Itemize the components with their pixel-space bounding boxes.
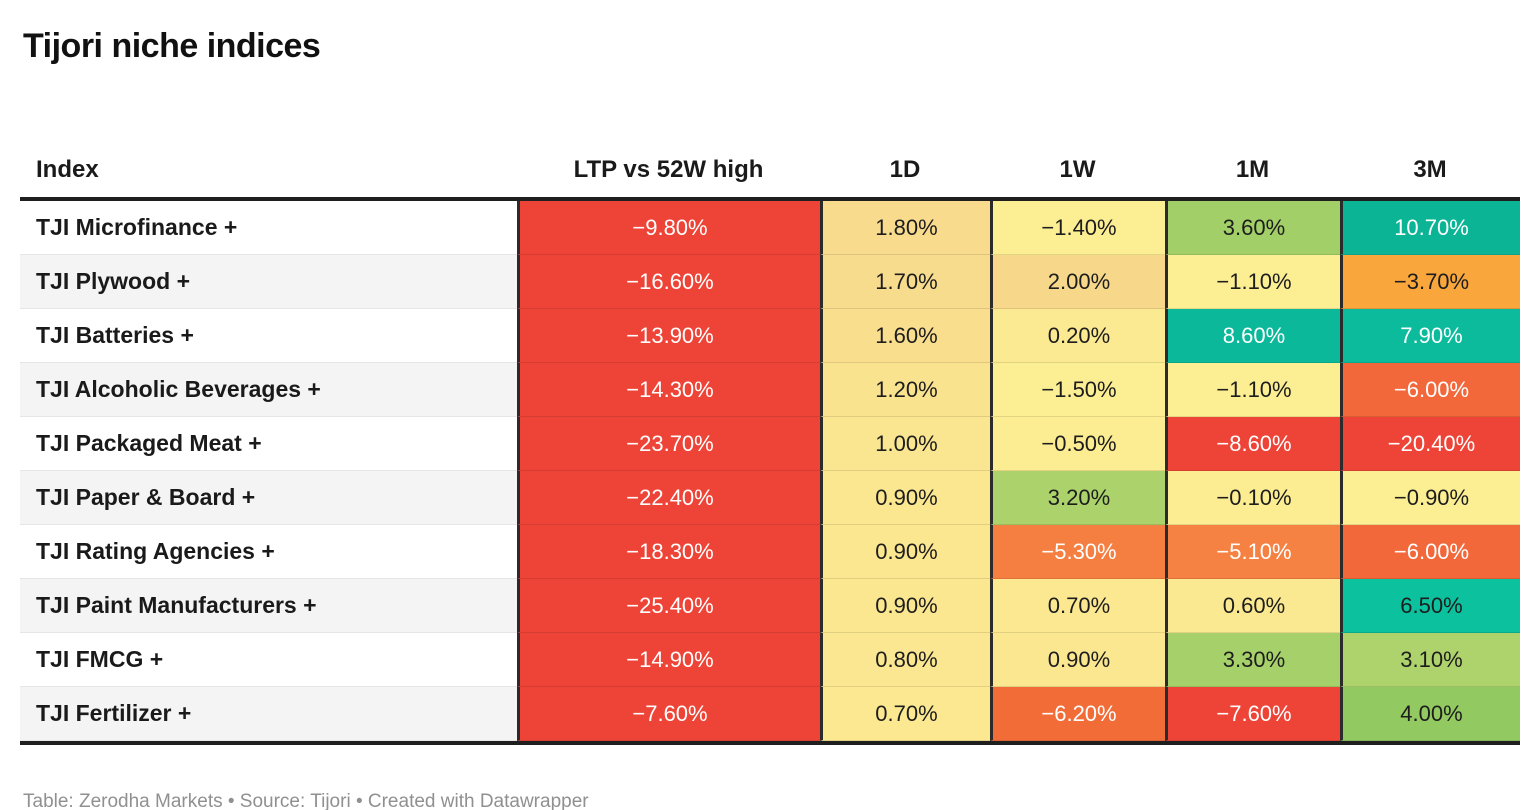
heatmap-cell: 0.70%: [990, 579, 1165, 633]
heatmap-cell: 0.90%: [820, 579, 990, 633]
heatmap-cell: −0.50%: [990, 417, 1165, 471]
column-header-3m: 3M: [1413, 155, 1447, 183]
heatmap-cell: 6.50%: [1340, 579, 1520, 633]
table-row: TJI Alcoholic Beverages + −14.30% 1.20% −1.…: [20, 363, 1520, 417]
heatmap-cell: −23.70%: [517, 417, 820, 471]
heatmap-cell: 1.20%: [820, 363, 990, 417]
table-row: TJI Plywood + −16.60% 1.70% 2.00% −1.10% −3.7…: [20, 255, 1520, 309]
table-row: TJI Paint Manufacturers + −25.40% 0.90% 0.7…: [20, 579, 1520, 633]
table-row: TJI Microfinance + −9.80% 1.80% −1.40% 3.60%…: [20, 201, 1520, 255]
heatmap-cell: −0.90%: [1340, 471, 1520, 525]
row-index-label[interactable]: TJI Batteries +: [20, 309, 517, 363]
heatmap-cell: −9.80%: [517, 201, 820, 255]
column-header-1w: 1W: [1059, 155, 1096, 183]
heatmap-cell: −14.30%: [517, 363, 820, 417]
heatmap-cell: −16.60%: [517, 255, 820, 309]
row-index-label[interactable]: TJI Alcoholic Beverages +: [20, 363, 517, 417]
heatmap-cell: −7.60%: [1165, 687, 1340, 741]
row-index-label[interactable]: TJI Packaged Meat +: [20, 417, 517, 471]
column-header-ltp-vs-52w-high: LTP vs 52W high: [573, 155, 764, 183]
table-row: TJI Packaged Meat + −23.70% 1.00% −0.50% −8.…: [20, 417, 1520, 471]
heatmap-cell: −18.30%: [517, 525, 820, 579]
heatmap-cell: −5.30%: [990, 525, 1165, 579]
heatmap-cell: −6.20%: [990, 687, 1165, 741]
heatmap-cell: −1.50%: [990, 363, 1165, 417]
heatmap-cell: 1.00%: [820, 417, 990, 471]
heatmap-cell: −1.10%: [1165, 363, 1340, 417]
indices-table: Index LTP vs 52W high 1D 1W 1M 3M TJI Mi…: [20, 142, 1520, 745]
heatmap-cell: −0.10%: [1165, 471, 1340, 525]
heatmap-cell: −13.90%: [517, 309, 820, 363]
heatmap-cell: −6.00%: [1340, 363, 1520, 417]
row-index-label[interactable]: TJI Rating Agencies +: [20, 525, 517, 579]
table-body: TJI Microfinance + −9.80% 1.80% −1.40% 3.60%…: [20, 201, 1520, 745]
heatmap-cell: −6.00%: [1340, 525, 1520, 579]
row-index-label[interactable]: TJI FMCG +: [20, 633, 517, 687]
row-index-label[interactable]: TJI Plywood +: [20, 255, 517, 309]
column-header-index: Index: [36, 155, 99, 183]
page-title: Tijori niche indices: [23, 27, 321, 65]
heatmap-cell: 3.10%: [1340, 633, 1520, 687]
heatmap-cell: 0.90%: [990, 633, 1165, 687]
heatmap-cell: 1.80%: [820, 201, 990, 255]
heatmap-cell: −8.60%: [1165, 417, 1340, 471]
heatmap-cell: 4.00%: [1340, 687, 1520, 741]
table-row: TJI Rating Agencies + −18.30% 0.90% −5.30% −…: [20, 525, 1520, 579]
table-header: Index LTP vs 52W high 1D 1W 1M 3M: [20, 142, 1520, 201]
heatmap-cell: −1.40%: [990, 201, 1165, 255]
heatmap-cell: 0.60%: [1165, 579, 1340, 633]
app: Tijori niche indices Index LTP vs 52W hi…: [0, 24, 1540, 810]
heatmap-cell: −20.40%: [1340, 417, 1520, 471]
heatmap-cell: 0.90%: [820, 471, 990, 525]
table-row: TJI Batteries + −13.90% 1.60% 0.20% 8.60% 7.9…: [20, 309, 1520, 363]
heatmap-cell: −5.10%: [1165, 525, 1340, 579]
heatmap-cell: 8.60%: [1165, 309, 1340, 363]
column-header-1m: 1M: [1235, 155, 1270, 183]
heatmap-cell: 7.90%: [1340, 309, 1520, 363]
heatmap-cell: 0.80%: [820, 633, 990, 687]
row-index-label[interactable]: TJI Paint Manufacturers +: [20, 579, 517, 633]
heatmap-cell: −1.10%: [1165, 255, 1340, 309]
table-row: TJI FMCG + −14.90% 0.80% 0.90% 3.30% 3.10%: [20, 633, 1520, 687]
heatmap-cell: 2.00%: [990, 255, 1165, 309]
attribution-footer: Table: Zerodha Markets • Source: Tijori …: [23, 791, 589, 810]
heatmap-cell: 3.20%: [990, 471, 1165, 525]
table-row: TJI Paper & Board + −22.40% 0.90% 3.20% −0.1…: [20, 471, 1520, 525]
row-index-label[interactable]: TJI Paper & Board +: [20, 471, 517, 525]
heatmap-cell: 3.60%: [1165, 201, 1340, 255]
heatmap-cell: −14.90%: [517, 633, 820, 687]
heatmap-cell: −25.40%: [517, 579, 820, 633]
heatmap-cell: 0.70%: [820, 687, 990, 741]
heatmap-cell: 1.70%: [820, 255, 990, 309]
heatmap-cell: −7.60%: [517, 687, 820, 741]
heatmap-cell: −3.70%: [1340, 255, 1520, 309]
column-header-1d: 1D: [889, 155, 921, 183]
heatmap-cell: 10.70%: [1340, 201, 1520, 255]
heatmap-cell: 3.30%: [1165, 633, 1340, 687]
heatmap-cell: 0.20%: [990, 309, 1165, 363]
row-index-label[interactable]: TJI Microfinance +: [20, 201, 517, 255]
row-index-label[interactable]: TJI Fertilizer +: [20, 687, 517, 741]
table-row: TJI Fertilizer + −7.60% 0.70% −6.20% −7.60% 4…: [20, 687, 1520, 741]
heatmap-cell: 1.60%: [820, 309, 990, 363]
heatmap-cell: −22.40%: [517, 471, 820, 525]
heatmap-cell: 0.90%: [820, 525, 990, 579]
